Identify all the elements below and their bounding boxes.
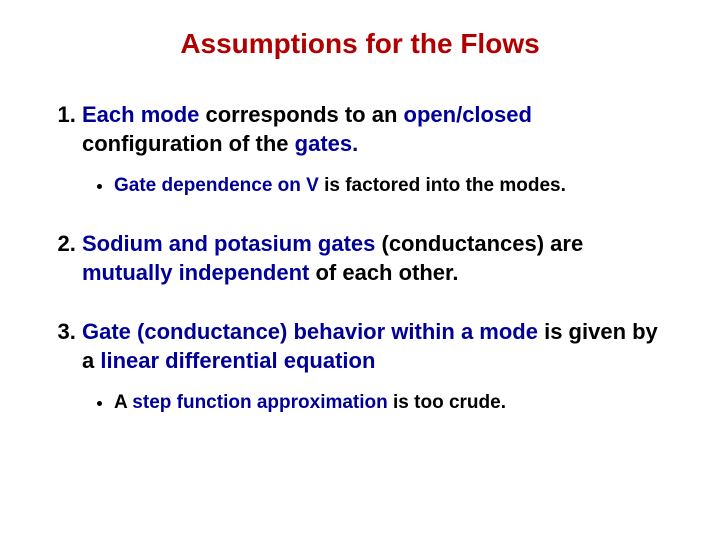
item-0-run: corresponds to an	[199, 102, 403, 127]
item-1-run: mutually independent	[82, 260, 309, 285]
list-item: Gate (conductance) behavior within a mod…	[82, 317, 672, 416]
list-item-text: Gate (conductance) behavior within a mod…	[82, 317, 672, 375]
list-item: Each mode corresponds to an open/closed …	[82, 100, 672, 199]
sub-list: A step function approximation is too cru…	[82, 391, 672, 416]
item-0-run: configuration of the	[82, 131, 295, 156]
item-2-sub-0-run: is too crude.	[388, 392, 506, 413]
sub-list-item: Gate dependence on V is factored into th…	[114, 174, 672, 199]
sub-list-item-text: A step function approximation is too cru…	[114, 392, 506, 413]
sub-list-item: A step function approximation is too cru…	[114, 391, 672, 416]
item-2-sub-0-run: A	[114, 392, 132, 413]
item-0-sub-0-run: Gate dependence on V	[114, 175, 319, 196]
item-0-run: open/closed	[404, 102, 532, 127]
item-1-run: of each other.	[309, 260, 458, 285]
slide-title: Assumptions for the Flows	[48, 28, 672, 60]
item-0-run: Each mode	[82, 102, 199, 127]
item-2-sub-0-run: step function approximation	[132, 392, 387, 413]
item-0-sub-0-run: is factored into the modes.	[319, 175, 566, 196]
item-2-run: Gate (conductance) behavior within a mod…	[82, 319, 538, 344]
list-item-text: Sodium and potasium gates (conductances)…	[82, 229, 672, 287]
item-1-run: Sodium and potasium gates	[82, 231, 375, 256]
item-1-run: (conductances) are	[375, 231, 583, 256]
sub-list-item-text: Gate dependence on V is factored into th…	[114, 175, 566, 196]
slide: Assumptions for the Flows Each mode corr…	[0, 0, 720, 540]
list-item: Sodium and potasium gates (conductances)…	[82, 229, 672, 287]
list-item-text: Each mode corresponds to an open/closed …	[82, 100, 672, 158]
main-list: Each mode corresponds to an open/closed …	[48, 100, 672, 416]
item-2-run: linear differential equation	[100, 348, 375, 373]
sub-list: Gate dependence on V is factored into th…	[82, 174, 672, 199]
item-0-run: gates.	[295, 131, 359, 156]
